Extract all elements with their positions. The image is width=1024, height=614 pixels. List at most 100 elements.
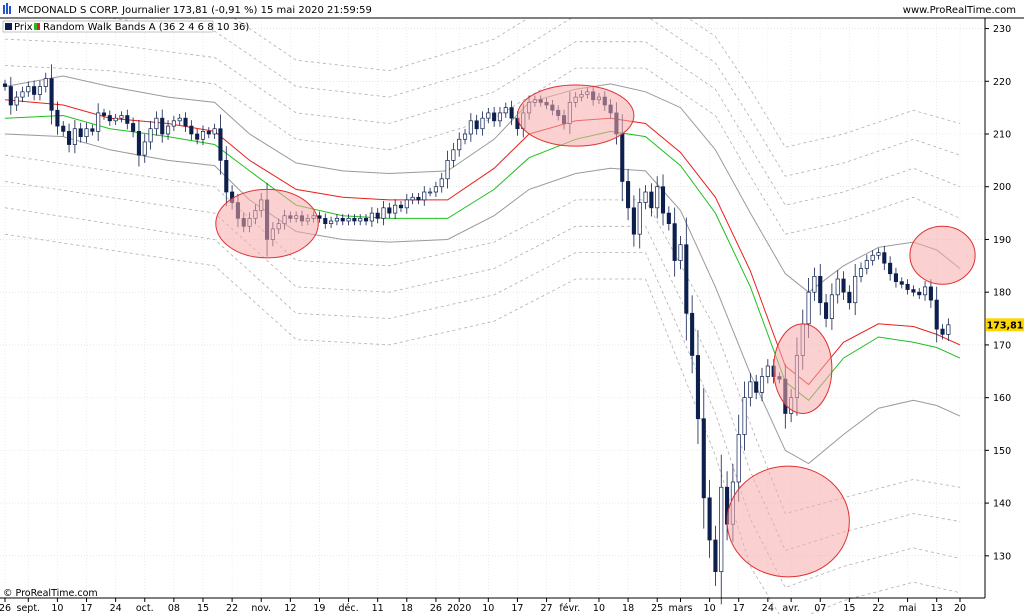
x-tick-label: 25	[651, 603, 663, 614]
candle-body	[934, 299, 939, 330]
candle-body	[899, 281, 904, 285]
x-tick-label: avr.	[782, 603, 800, 614]
candle-body	[177, 117, 182, 122]
x-tick-label: 19	[313, 603, 325, 614]
candle-body	[131, 123, 136, 132]
candle-body	[888, 262, 893, 275]
candle-body	[381, 207, 386, 219]
x-tick-label: 22	[226, 603, 238, 614]
candle-body	[224, 160, 229, 193]
legend-indicator: Random Walk Bands A (36 2 4 6 8 10 36)	[43, 22, 249, 33]
last-price-marker: 173,81	[986, 318, 1024, 332]
candle-body	[206, 131, 211, 135]
candle-body	[43, 78, 48, 87]
candle-body	[358, 218, 363, 222]
candle-body	[626, 181, 631, 209]
y-tick-label: 160	[993, 393, 1011, 404]
highlight-circle	[726, 465, 850, 578]
x-tick-label: 2020	[447, 603, 471, 614]
x-axis-ticks: 26 sept. 10 17 24 oct. 08 15 22 nov. 12 19 déc. 11 18 2…	[0, 598, 966, 614]
highlight-circle	[215, 188, 319, 259]
candle-body	[917, 291, 922, 296]
candle-body	[125, 115, 130, 124]
y-tick-label: 190	[993, 235, 1011, 246]
x-tick-label: mai	[899, 603, 917, 614]
candle-body	[666, 212, 671, 224]
candle-body	[678, 244, 683, 261]
candle-body	[824, 302, 829, 319]
candle-body	[422, 191, 427, 201]
x-tick-label: 24	[110, 603, 122, 614]
candle-body	[684, 244, 689, 314]
site-link[interactable]: www.ProRealTime.com	[903, 5, 1016, 16]
last-price-badge	[986, 318, 1024, 332]
candle-body	[323, 218, 328, 224]
candle-body	[649, 191, 654, 209]
candle-body	[742, 397, 747, 435]
candle-body	[736, 434, 741, 483]
candle-body	[329, 220, 334, 224]
candle-body	[142, 141, 147, 156]
dashed-band-line	[4, 38, 961, 206]
candle-body	[352, 218, 357, 222]
candle-body	[940, 328, 945, 335]
candle-body	[503, 107, 508, 114]
candle-body	[853, 276, 858, 304]
candle-body	[195, 133, 200, 140]
candle-body	[486, 112, 491, 119]
candle-body	[148, 128, 153, 143]
candle-body	[660, 186, 666, 214]
candle-body	[847, 291, 852, 304]
candle-body	[492, 112, 497, 122]
chart-title: MCDONALD S CORP. Journalier 173,81 (-0,9…	[18, 5, 372, 16]
candle-body	[870, 254, 875, 261]
x-tick-label: sept.	[17, 603, 41, 614]
candle-body	[451, 149, 456, 161]
candle-body	[759, 376, 765, 393]
app-logo-icon	[3, 3, 11, 14]
dashed-band-line	[4, 154, 961, 515]
candle-body	[835, 278, 840, 296]
legend-box	[2, 20, 214, 33]
candle-body	[107, 115, 112, 122]
highlight-circle	[773, 323, 833, 414]
candle-body	[183, 117, 188, 127]
candle-body	[212, 128, 217, 135]
candle-body	[829, 294, 834, 319]
x-tick-label: 10	[704, 603, 716, 614]
y-tick-label: 130	[993, 551, 1011, 562]
x-tick-label: 17	[733, 603, 745, 614]
candle-body	[509, 107, 514, 119]
candle-body	[136, 131, 141, 156]
x-tick-label: 27	[541, 603, 553, 614]
candle-body	[2, 83, 8, 87]
candle-body	[32, 86, 37, 95]
candle-body	[317, 215, 322, 219]
x-tick-label: 22	[872, 603, 884, 614]
x-tick-label: 20	[954, 603, 966, 614]
legend: Prix Random Walk Bands A (36 2 4 6 8 10 …	[2, 20, 249, 33]
y-tick-label: 230	[993, 24, 1011, 35]
candle-body	[468, 120, 473, 135]
candle-body	[340, 218, 345, 222]
candle-body	[416, 196, 421, 201]
y-tick-label: 180	[993, 288, 1011, 299]
candle-body	[672, 223, 677, 261]
header-bar	[0, 0, 1024, 18]
candle-body	[433, 186, 438, 193]
candle-body	[119, 115, 124, 119]
candle-body	[346, 218, 351, 222]
x-tick-label: déc.	[339, 603, 359, 614]
x-tick-label: 15	[197, 603, 209, 614]
candle-body	[113, 117, 118, 122]
candle-body	[61, 125, 66, 132]
candle-body	[690, 312, 695, 356]
indicator-swatch-icon-green	[34, 23, 37, 30]
candle-body	[719, 486, 724, 572]
candle-body	[387, 207, 392, 214]
x-tick-label: 11	[372, 603, 384, 614]
candle-body	[37, 86, 42, 95]
candle-body	[946, 324, 951, 335]
